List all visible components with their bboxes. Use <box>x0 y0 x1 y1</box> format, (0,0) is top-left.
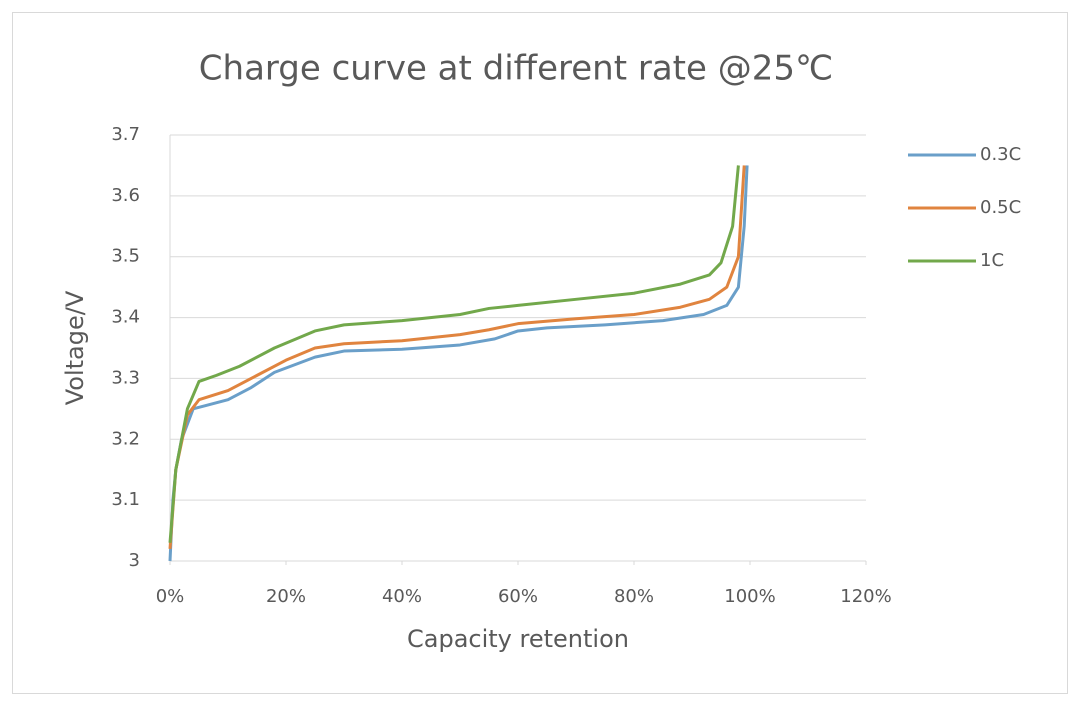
y-tick-label: 3.3 <box>111 367 140 388</box>
data-line <box>168 165 746 549</box>
y-tick-label: 3.4 <box>111 307 140 328</box>
legend-label: 0.5C <box>980 197 1021 218</box>
x-tick-label: 60% <box>498 586 538 607</box>
x-tick-label: 20% <box>266 586 306 607</box>
legend-label: 0.3C <box>980 144 1021 165</box>
x-tick-label: 0% <box>156 586 185 607</box>
data-line <box>168 165 740 543</box>
y-tick-label: 3.7 <box>111 124 140 145</box>
y-tick-label: 3.5 <box>111 246 140 267</box>
chart-frame <box>12 12 1068 694</box>
x-tick-label: 80% <box>614 586 654 607</box>
y-tick-label: 3.1 <box>111 489 140 510</box>
x-tick-label: 40% <box>382 586 422 607</box>
data-line <box>168 165 749 562</box>
y-tick-label: 3.6 <box>111 185 140 206</box>
x-axis-label: Capacity retention <box>407 625 629 653</box>
y-axis-label: Voltage/V <box>61 290 89 405</box>
y-tick-label: 3.2 <box>111 428 140 449</box>
y-tick-label: 3 <box>129 550 140 571</box>
chart-title: Charge curve at different rate @25℃ <box>199 49 833 89</box>
x-tick-label: 100% <box>724 586 775 607</box>
x-tick-label: 120% <box>840 586 891 607</box>
legend-label: 1C <box>980 250 1004 271</box>
